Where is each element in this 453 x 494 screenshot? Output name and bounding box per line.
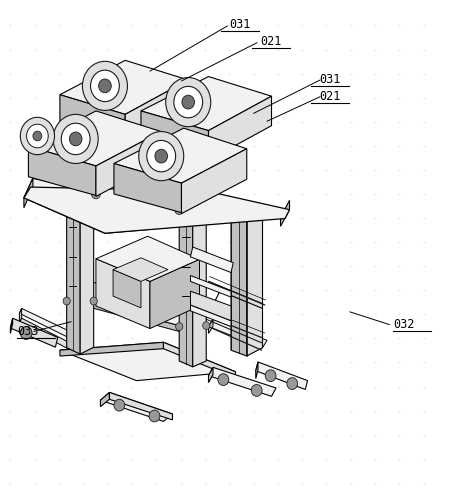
Circle shape [90,202,97,209]
Polygon shape [182,149,247,213]
Polygon shape [80,206,94,354]
Polygon shape [256,362,308,389]
Polygon shape [96,131,161,197]
Polygon shape [19,308,94,348]
Polygon shape [10,318,13,333]
Circle shape [149,410,160,422]
Polygon shape [208,96,271,160]
Polygon shape [247,207,263,356]
Circle shape [33,131,42,141]
Polygon shape [208,368,213,382]
Polygon shape [29,146,96,196]
Circle shape [218,374,229,385]
Circle shape [53,115,98,164]
Polygon shape [164,342,236,378]
Polygon shape [67,295,179,331]
Circle shape [69,132,82,146]
Circle shape [20,117,54,155]
Circle shape [251,384,262,396]
Text: 021: 021 [260,35,281,48]
Circle shape [166,78,211,126]
Circle shape [202,215,210,223]
Polygon shape [19,308,22,323]
Circle shape [287,378,298,389]
Polygon shape [179,218,193,367]
Polygon shape [208,319,267,348]
Circle shape [27,124,48,148]
Circle shape [90,297,97,305]
Circle shape [147,140,176,172]
Polygon shape [101,392,110,407]
Polygon shape [113,270,141,308]
Polygon shape [190,305,231,327]
Polygon shape [114,128,247,183]
Circle shape [176,323,183,330]
Circle shape [176,214,183,222]
Text: 031: 031 [319,74,341,86]
Polygon shape [24,178,33,207]
Circle shape [91,70,119,102]
Polygon shape [10,318,58,347]
Polygon shape [60,60,188,115]
Polygon shape [141,77,271,130]
Polygon shape [113,258,168,282]
Circle shape [182,95,194,109]
Polygon shape [190,247,233,273]
Polygon shape [67,283,206,326]
Polygon shape [280,201,289,226]
Circle shape [82,61,127,111]
Polygon shape [256,362,258,378]
Circle shape [175,205,184,214]
Polygon shape [190,276,231,297]
Polygon shape [125,80,188,144]
Polygon shape [19,318,89,358]
Polygon shape [96,259,150,329]
Polygon shape [24,178,280,233]
Polygon shape [24,187,289,233]
Polygon shape [208,319,213,333]
Circle shape [63,203,70,210]
Circle shape [114,399,125,411]
Polygon shape [60,342,236,380]
Circle shape [139,131,184,181]
Polygon shape [67,206,80,354]
Polygon shape [208,368,276,396]
Polygon shape [101,392,173,421]
Polygon shape [96,236,199,282]
Polygon shape [231,210,247,356]
Circle shape [265,370,276,381]
Circle shape [20,327,32,339]
Circle shape [92,189,101,199]
Polygon shape [179,313,206,331]
Circle shape [99,79,111,93]
Polygon shape [150,259,199,329]
Polygon shape [60,95,125,144]
Circle shape [92,171,101,181]
Circle shape [174,86,202,118]
Text: 031: 031 [229,18,251,32]
Polygon shape [193,219,206,367]
Circle shape [63,297,70,305]
Polygon shape [141,111,208,160]
Text: 033: 033 [17,325,39,338]
Text: 032: 032 [393,318,414,331]
Polygon shape [60,342,164,356]
Circle shape [202,322,210,329]
Polygon shape [110,392,173,420]
Polygon shape [190,291,231,321]
Polygon shape [114,164,182,212]
Polygon shape [29,111,161,166]
Circle shape [175,187,184,197]
Circle shape [155,149,168,163]
Circle shape [61,123,90,155]
Text: 021: 021 [319,90,341,103]
